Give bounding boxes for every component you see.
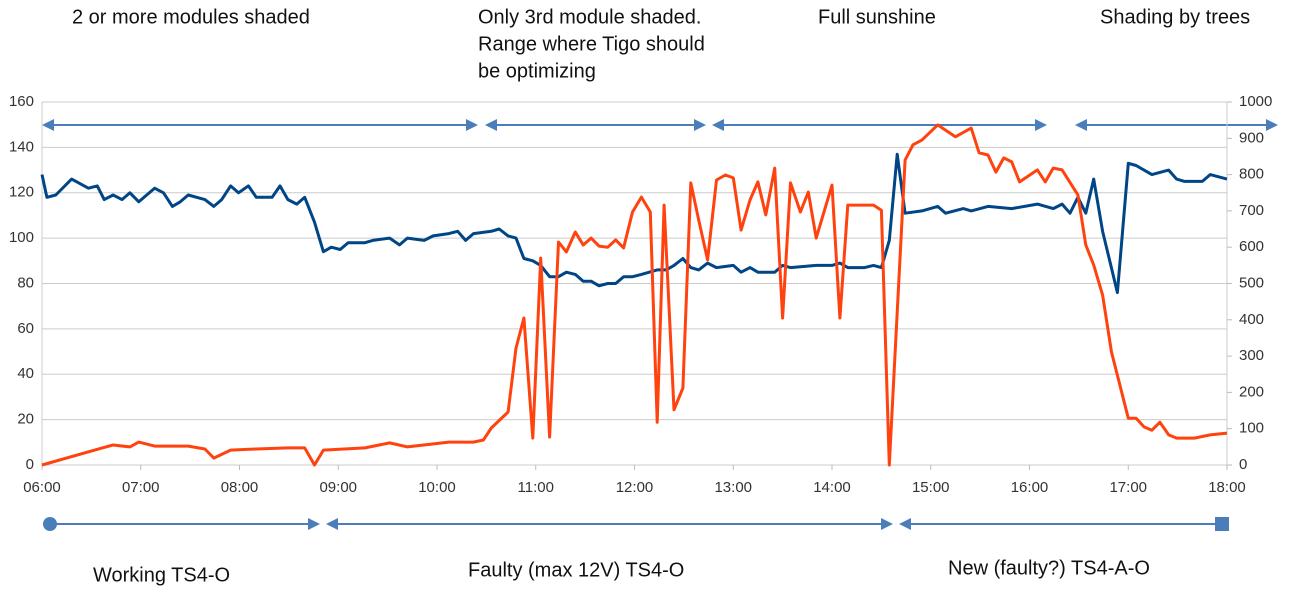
annotation: Range where Tigo should [478,33,705,55]
x-tick-label: 13:00 [714,479,752,496]
y2-tick-label: 0 [1239,456,1247,473]
annotation: Full sunshine [818,6,936,28]
x-tick-label: 09:00 [319,479,357,496]
x-tick-label: 08:00 [221,479,259,496]
y-tick-label: 40 [17,365,34,382]
y-tick-label: 140 [9,138,34,155]
annotation: Faulty (max 12V) TS4-O [468,559,684,581]
x-tick-label: 11:00 [518,479,554,496]
y2-tick-label: 1000 [1239,93,1272,110]
y-tick-label: 160 [9,93,34,110]
y2-tick-label: 900 [1239,129,1264,146]
x-tick-label: 14:00 [813,479,851,496]
x-tick-label: 18:00 [1208,479,1246,496]
x-tick-label: 16:00 [1011,479,1049,496]
range-arrows [42,119,1278,531]
y-tick-label: 120 [9,184,34,201]
y-tick-label: 20 [17,411,34,428]
annotation: 2 or more modules shaded [72,6,310,28]
x-tick-label: 07:00 [122,479,160,496]
x-tick-label: 10:00 [418,479,456,496]
y2-tick-label: 300 [1239,347,1264,364]
y2-tick-label: 800 [1239,166,1264,183]
y2-tick-label: 600 [1239,238,1264,255]
y-tick-label: 100 [9,229,34,246]
y2-tick-label: 100 [1239,420,1264,437]
x-tick-label: 06:00 [23,479,61,496]
annotation: New (faulty?) TS4-A-O [948,557,1150,579]
annotation: Shading by trees [1100,6,1250,28]
y-tick-label: 80 [17,274,34,291]
y2-tick-label: 500 [1239,274,1264,291]
y-tick-label: 60 [17,320,34,337]
series-line [40,152,1228,295]
series-line [41,123,1228,467]
x-tick-label: 12:00 [616,479,654,496]
y2-tick-label: 400 [1239,311,1264,328]
x-tick-label: 15:00 [912,479,950,496]
annotation: Only 3rd module shaded. [478,6,701,28]
y-tick-label: 0 [26,456,34,473]
y2-tick-label: 200 [1239,383,1264,400]
annotation: be optimizing [478,60,596,82]
annotation: Working TS4-O [93,564,230,586]
x-tick-label: 17:00 [1109,479,1147,496]
y2-tick-label: 700 [1239,202,1264,219]
